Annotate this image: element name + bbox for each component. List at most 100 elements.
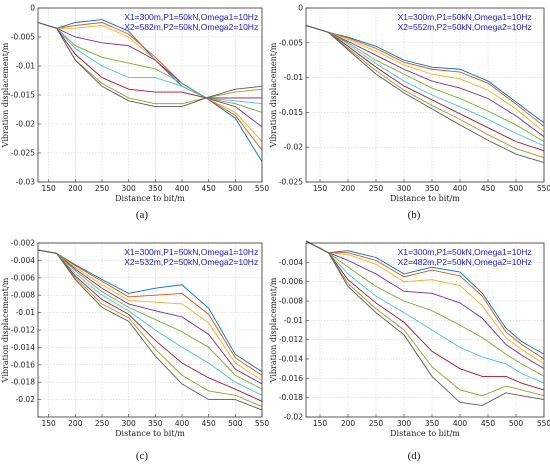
- series-line-5: [37, 249, 263, 390]
- series-line-1: [305, 240, 545, 355]
- y-tick-label: -0.018: [11, 378, 35, 387]
- series-line-8: [37, 249, 263, 407]
- y-tick-label: -0.016: [279, 374, 303, 383]
- x-tick-label: 350: [425, 419, 440, 428]
- series-line-3: [305, 240, 545, 365]
- chart-panel-4: 150 200 250 300 350 400 450 500 550 -0.02 -0.018 -0…: [269, 240, 550, 462]
- plot-frame: [305, 7, 545, 183]
- y-tick-label: -0.02: [284, 143, 304, 152]
- x-tick-label: 300: [122, 184, 137, 193]
- y-tick-label: -0.002: [11, 239, 35, 248]
- y-tick-label: -0.004: [11, 256, 35, 265]
- series-line-4: [305, 24, 545, 138]
- parameter-annotation: X1=300m,P1=50kN,Omega1=10Hz: [124, 247, 258, 257]
- x-tick-label: 550: [537, 184, 550, 193]
- panel-caption: (c): [136, 450, 149, 462]
- y-tick-label: -0.006: [279, 277, 303, 286]
- series-line-5: [37, 22, 263, 113]
- series-line-6: [305, 240, 545, 384]
- panel-caption: (d): [408, 450, 421, 462]
- x-tick-label: 150: [42, 184, 57, 193]
- x-tick-label: 400: [175, 419, 190, 428]
- y-tick-label: -0.012: [279, 335, 303, 344]
- y-axis-label: Vibration displacement/m: [269, 42, 278, 148]
- y-tick-label: -0.008: [11, 291, 35, 300]
- y-tick-label: -0.025: [11, 149, 35, 158]
- chart-panel-2: 150 200 250 300 350 400 450 500 550 -0.025 -0.02 -0…: [269, 4, 550, 222]
- parameter-annotation: X2=482m,P2=50kN,Omega2=10Hz: [398, 257, 532, 267]
- y-tick-label: -0.004: [279, 258, 303, 267]
- series-line-4: [305, 240, 545, 370]
- series-line-9: [305, 24, 545, 163]
- x-axis-label: Distance to bit/m: [115, 194, 185, 203]
- x-tick-label: 450: [202, 419, 217, 428]
- series-line-5: [305, 24, 545, 143]
- x-axis-label: Distance to bit/m: [390, 194, 460, 203]
- x-tick-label: 150: [313, 419, 328, 428]
- y-tick-label: -0.005: [279, 38, 303, 47]
- parameter-annotation: X1=300m,P1=50kN,Omega1=10Hz: [398, 12, 532, 22]
- series-line-9: [37, 22, 263, 108]
- parameter-annotation: X2=552m,P2=50kN,Omega2=10Hz: [398, 22, 532, 32]
- x-tick-label: 250: [369, 184, 384, 193]
- y-tick-label: 0: [298, 4, 303, 13]
- x-tick-label: 500: [509, 419, 524, 428]
- series-line-7: [305, 240, 545, 391]
- series-line-3: [37, 22, 263, 142]
- x-tick-label: 300: [397, 184, 412, 193]
- series-line-2: [305, 240, 545, 360]
- series-line-8: [305, 240, 545, 397]
- parameter-annotation: X2=582m,P2=50kN,Omega2=10Hz: [124, 22, 258, 32]
- x-tick-label: 350: [148, 184, 163, 193]
- y-axis-label: Vibration displacement/m: [1, 42, 10, 148]
- x-tick-label: 350: [425, 184, 440, 193]
- series-line-7: [37, 22, 262, 99]
- y-tick-label: -0.02: [16, 395, 36, 404]
- x-tick-label: 300: [397, 419, 412, 428]
- y-tick-label: -0.015: [11, 91, 35, 100]
- x-tick-label: 200: [341, 184, 356, 193]
- y-tick-label: -0.016: [11, 360, 35, 369]
- series-line-2: [37, 22, 263, 151]
- x-tick-label: 250: [369, 419, 384, 428]
- x-tick-label: 550: [255, 419, 270, 428]
- y-tick-label: -0.006: [11, 273, 35, 282]
- y-tick-label: -0.01: [284, 73, 304, 82]
- x-tick-label: 300: [122, 419, 137, 428]
- x-tick-label: 400: [175, 184, 190, 193]
- series-line-3: [305, 24, 545, 133]
- y-tick-label: -0.02: [16, 120, 36, 129]
- y-tick-label: -0.012: [11, 326, 35, 335]
- series-line-6: [305, 24, 545, 147]
- x-tick-label: 550: [537, 419, 550, 428]
- x-tick-label: 400: [453, 184, 468, 193]
- parameter-annotation: X2=532m,P2=50kN,Omega2=10Hz: [124, 257, 258, 267]
- x-tick-label: 250: [95, 184, 110, 193]
- x-tick-label: 150: [42, 419, 57, 428]
- x-tick-label: 450: [481, 419, 496, 428]
- y-tick-label: -0.015: [279, 108, 303, 117]
- series-line-4: [37, 249, 263, 385]
- panel-caption: (a): [136, 209, 149, 221]
- y-tick-label: -0.014: [279, 355, 303, 364]
- y-tick-label: -0.03: [16, 178, 36, 187]
- x-tick-label: 150: [313, 184, 328, 193]
- series-line-7: [37, 249, 263, 402]
- series-line-2: [305, 24, 545, 127]
- x-tick-label: 200: [68, 419, 83, 428]
- series-line-6: [37, 249, 263, 396]
- y-axis-label: Vibration displacement/m: [269, 277, 278, 383]
- y-tick-label: -0.01: [16, 308, 36, 317]
- x-tick-label: 500: [228, 419, 243, 428]
- x-axis-label: Distance to bit/m: [115, 429, 185, 438]
- series-line-5: [305, 240, 545, 377]
- y-tick-label: -0.008: [279, 297, 303, 306]
- series-line-1: [37, 19, 263, 162]
- x-tick-label: 550: [255, 184, 270, 193]
- y-axis-label: Vibration displacement/m: [1, 277, 10, 383]
- panel-caption: (b): [408, 209, 421, 221]
- parameter-annotation: X1=300m,P1=50kN,Omega1=10Hz: [124, 12, 258, 22]
- series-line-8: [305, 24, 545, 159]
- chart-panel-3: 150 200 250 300 350 400 450 500 550 -0.02 -0.018 -0…: [1, 239, 269, 463]
